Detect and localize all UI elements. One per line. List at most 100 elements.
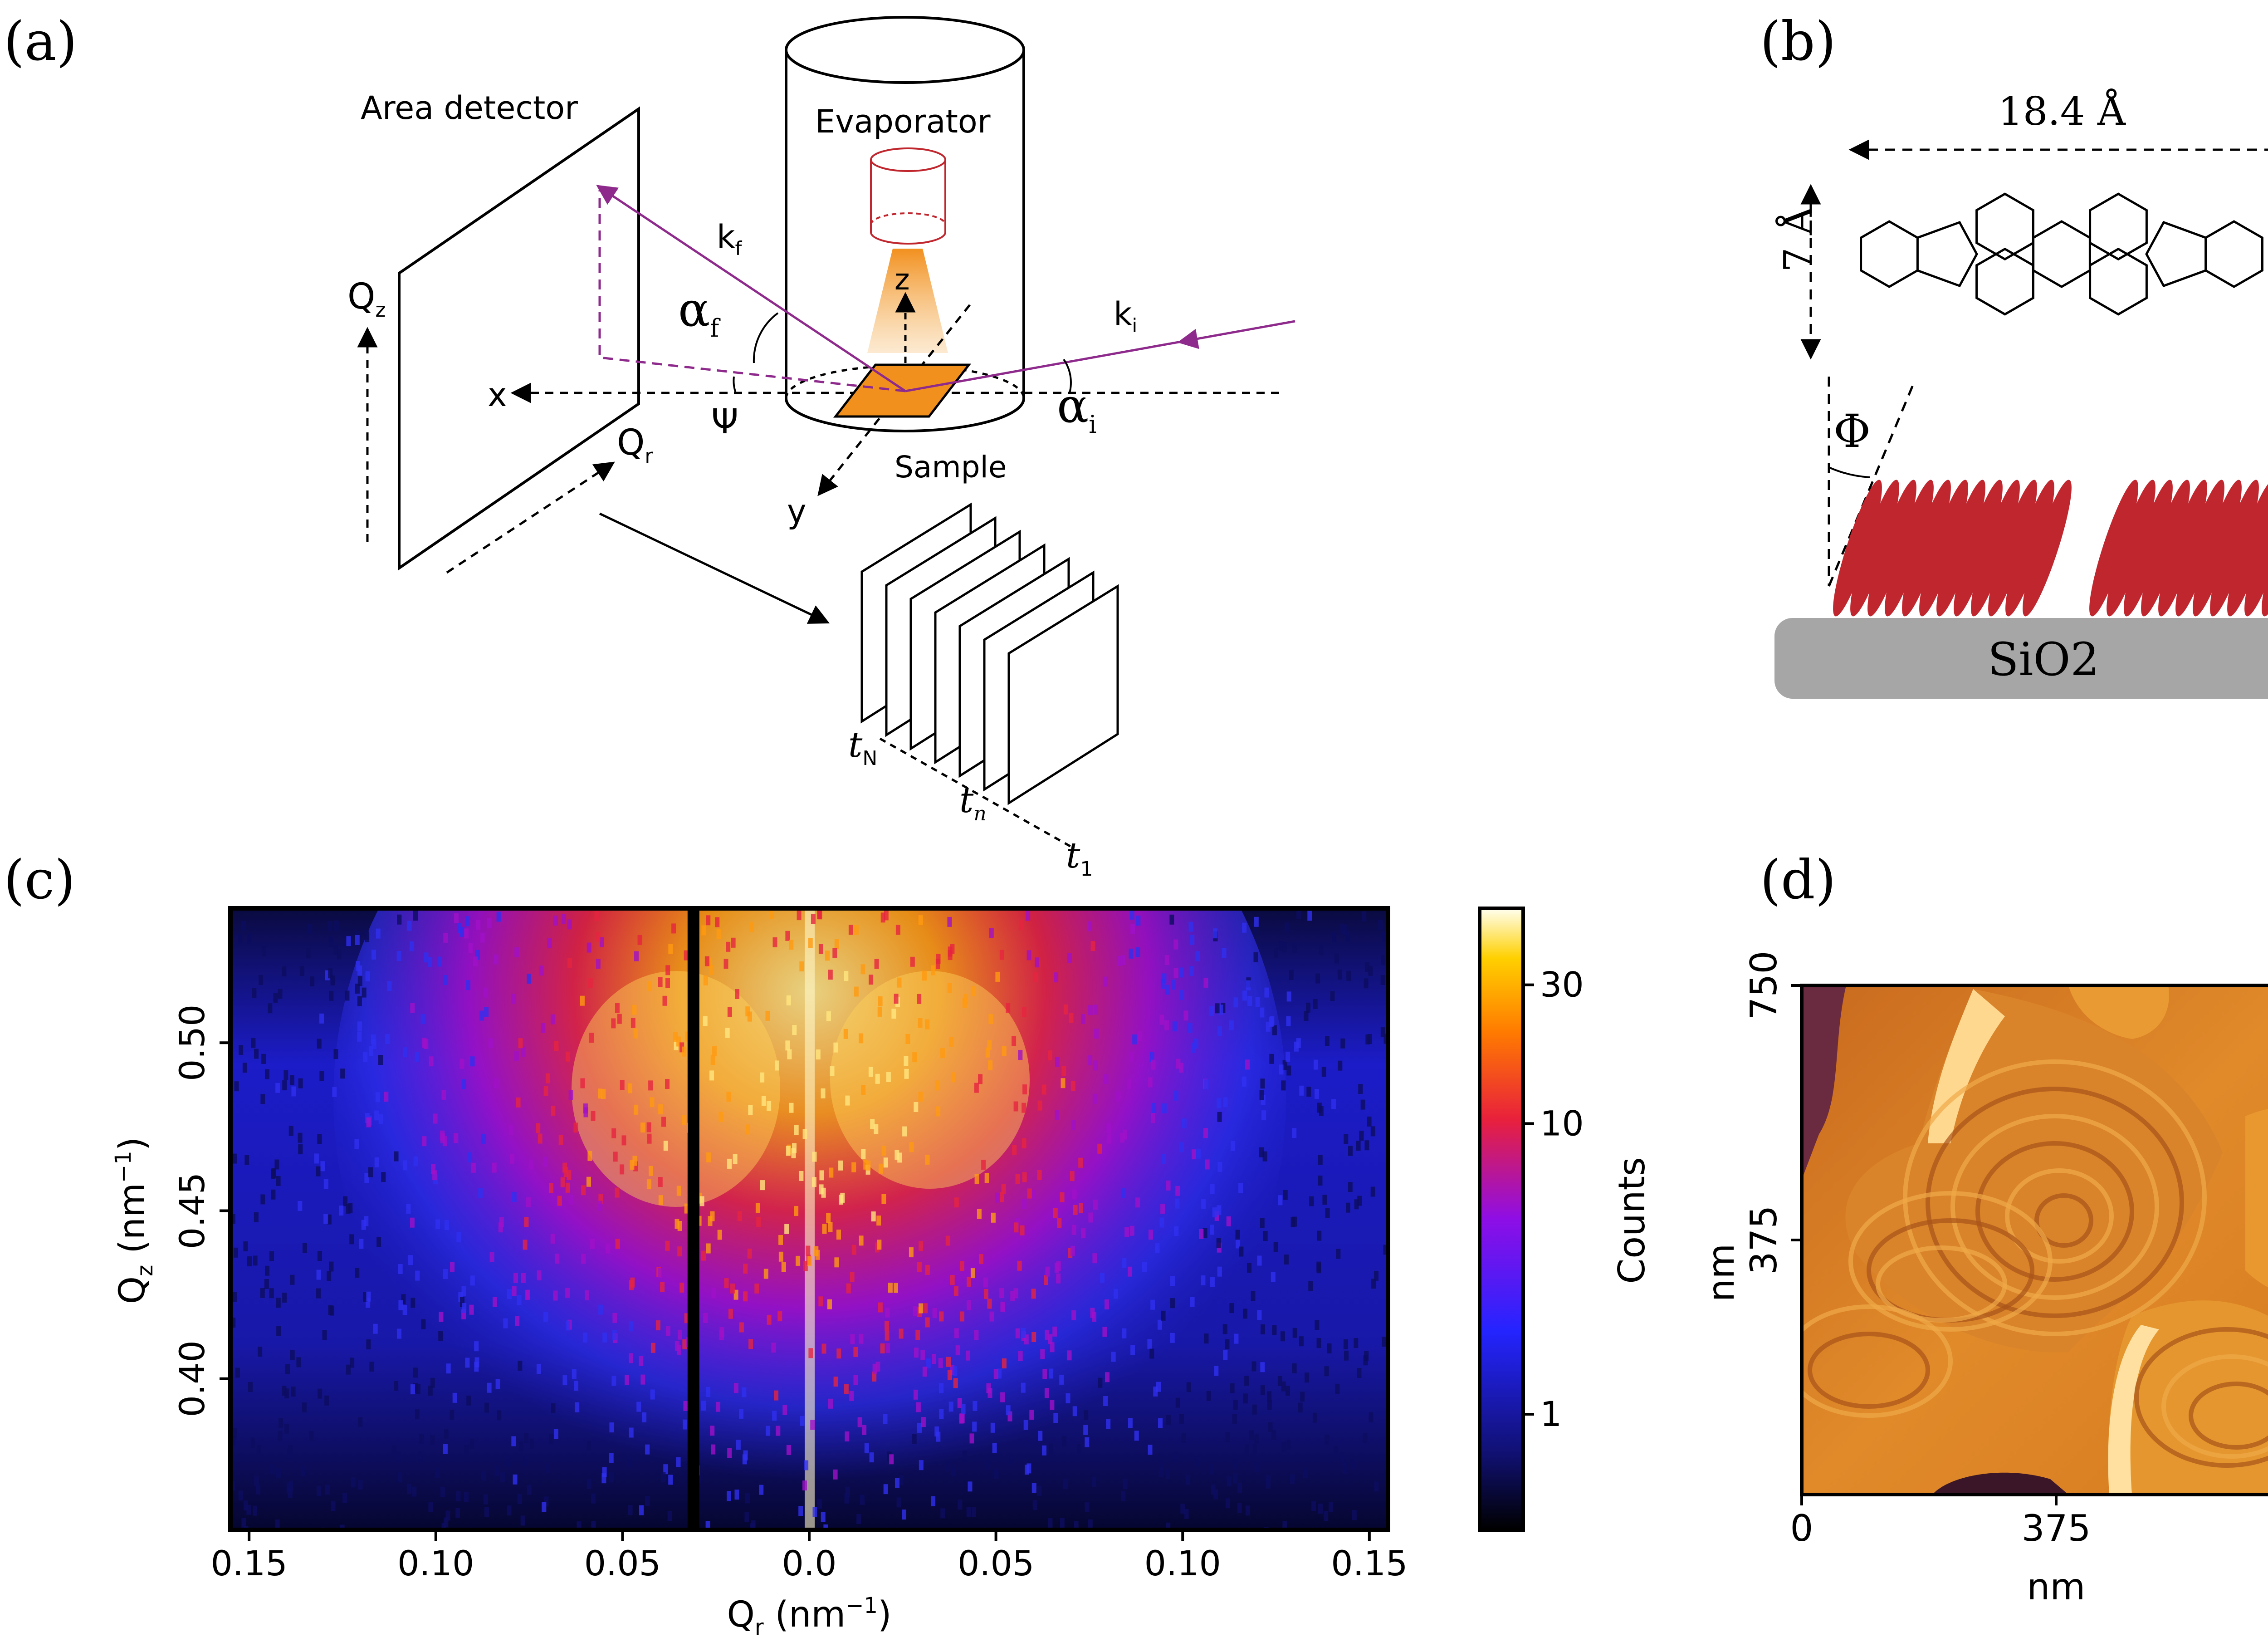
speckle-pixel [665, 1079, 670, 1089]
speckle-pixel [1195, 951, 1200, 961]
speckle-pixel [468, 943, 473, 953]
speckle-pixel [1229, 1303, 1234, 1314]
gisaxs-xlabel: Qr (nm−1) [727, 1593, 892, 1637]
colorbar-ticks: 1 10 30 [1523, 965, 1584, 1434]
speckle-pixel [542, 1502, 547, 1512]
area-detector-plane [398, 106, 640, 571]
speckle-pixel [282, 1080, 287, 1091]
speckle-pixel [1137, 1031, 1142, 1042]
speckle-pixel [1271, 1272, 1276, 1282]
speckle-pixel [1338, 1060, 1343, 1071]
speckle-pixel [808, 1348, 813, 1358]
speckle-pixel [1077, 1443, 1082, 1454]
speckle-pixel [1164, 955, 1169, 966]
speckle-pixel [415, 1409, 420, 1420]
speckle-pixel [1369, 1412, 1374, 1422]
speckle-pixel [1029, 1410, 1034, 1420]
speckle-pixel [932, 1354, 936, 1364]
speckle-pixel [450, 1262, 455, 1272]
speckle-pixel [772, 1411, 777, 1421]
speckle-pixel [329, 1305, 334, 1316]
speckle-pixel [1037, 1170, 1042, 1180]
speckle-pixel [668, 1475, 673, 1485]
speckle-pixel [818, 944, 823, 954]
speckle-pixel [667, 1511, 672, 1521]
tilted-molecule [1867, 480, 1916, 617]
speckle-pixel [497, 1410, 502, 1421]
speckle-pixel [1088, 1055, 1093, 1066]
speckle-pixel [357, 976, 362, 986]
speckle-pixel [328, 968, 333, 979]
speckle-pixel [242, 1063, 247, 1073]
speckle-pixel [462, 1303, 467, 1313]
speckle-pixel [833, 1377, 838, 1387]
y-tick-label: 0.40 [172, 1340, 212, 1417]
speckle-pixel [517, 1494, 522, 1504]
speckle-pixel [435, 1219, 440, 1230]
speckle-pixel [897, 1152, 902, 1163]
speckle-pixel [1022, 1138, 1026, 1148]
speckle-pixel [591, 1521, 596, 1530]
speckle-pixel [754, 1283, 759, 1294]
speckle-pixel [1088, 1519, 1093, 1529]
speckle-pixel [413, 1156, 418, 1166]
speckle-pixel [684, 1203, 689, 1214]
speckle-pixel [989, 1311, 994, 1322]
speckle-pixel [1189, 966, 1194, 976]
speckle-pixel [1233, 1400, 1238, 1410]
speckle-pixel [1259, 1147, 1264, 1157]
speckle-pixel [983, 1277, 988, 1288]
speckle-pixel [1049, 1443, 1054, 1454]
speckle-pixel [261, 946, 266, 956]
speckle-pixel [1093, 1200, 1098, 1210]
speckle-pixel [995, 971, 1000, 982]
speckle-pixel [1315, 1320, 1320, 1330]
speckle-pixel [1085, 1437, 1090, 1447]
speckle-pixel [1170, 1333, 1175, 1343]
speckle-pixel [1071, 1120, 1076, 1130]
speckle-pixel [737, 1211, 742, 1221]
speckle-pixel [1067, 1350, 1072, 1361]
speckle-pixel [363, 1052, 368, 1062]
speckle-pixel [1292, 1216, 1297, 1227]
speckle-pixel [1286, 1386, 1290, 1396]
speckle-pixel [1304, 1011, 1309, 1021]
speckle-pixel [256, 1445, 261, 1455]
speckle-pixel [701, 1250, 706, 1261]
speckle-pixel [917, 1262, 922, 1272]
speckle-pixel [481, 1470, 486, 1481]
speckle-pixel [428, 1502, 433, 1512]
speckle-pixel [938, 1358, 943, 1368]
speckle-pixel [812, 1507, 817, 1517]
speckle-pixel [925, 1154, 930, 1165]
speckle-pixel [682, 1339, 687, 1349]
speckle-pixel [862, 1425, 867, 1435]
y-axis-label: y [787, 492, 807, 530]
speckle-pixel [511, 994, 516, 1004]
speckle-pixel [631, 1018, 635, 1028]
speckle-pixel [1292, 943, 1297, 953]
speckle-pixel [1067, 953, 1072, 963]
colorbar [1478, 907, 1525, 1532]
speckle-pixel [234, 1081, 239, 1092]
speckle-pixel [1074, 1521, 1079, 1530]
speckle-pixel [792, 1143, 797, 1153]
speckle-pixel [443, 932, 448, 943]
speckle-pixel [1054, 972, 1059, 983]
afm-terrace-step [1975, 1141, 2134, 1282]
speckle-pixel [410, 1003, 415, 1013]
speckle-pixel [630, 1160, 635, 1170]
speckle-pixel [707, 957, 712, 968]
speckle-pixel [1344, 1134, 1349, 1144]
speckle-pixel [609, 1472, 614, 1483]
speckle-pixel [1128, 1266, 1133, 1277]
speckle-pixel [872, 1371, 877, 1382]
speckle-pixel [343, 1196, 347, 1206]
speckle-pixel [1234, 1333, 1239, 1344]
speckle-pixel [560, 1177, 565, 1187]
speckle-pixel [971, 1507, 976, 1517]
speckle-pixel [931, 1496, 936, 1506]
speckle-pixel [1084, 1410, 1089, 1421]
speckle-pixel [649, 1166, 653, 1176]
speckle-pixel [636, 1402, 641, 1412]
